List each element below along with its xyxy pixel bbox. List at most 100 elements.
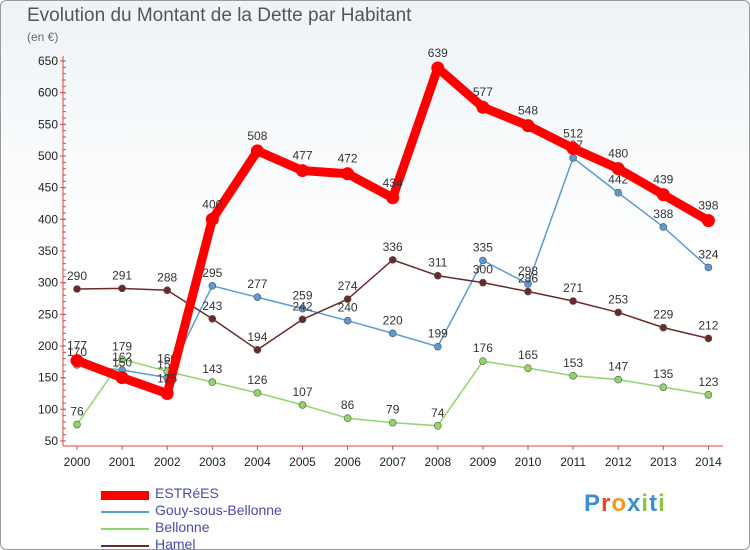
data-point [659,323,668,332]
x-tick-label: 2010 [515,455,542,469]
chart-unit-label: (en €) [27,30,59,44]
y-tick-label: 600 [38,86,58,100]
data-label: 177 [67,339,87,353]
data-point [253,345,262,354]
y-tick-label: 150 [38,371,58,385]
data-point [341,167,355,181]
x-tick-label: 2006 [334,455,361,469]
data-point [569,371,577,380]
data-label: 240 [338,301,358,315]
data-label: 439 [653,173,673,187]
data-point [296,164,309,178]
legend-label: Gouy-sous-Bellonne [155,502,282,518]
legend-label: Hamel [155,536,196,550]
x-tick-label: 2005 [289,455,316,469]
data-label: 194 [247,330,267,344]
data-label: 229 [653,308,673,322]
y-tick-label: 500 [38,149,58,163]
data-point [298,401,307,409]
data-point [569,154,577,162]
data-label: 298 [518,264,538,278]
data-point [115,371,129,385]
data-point [433,421,442,430]
series-line-estrées [72,63,713,398]
data-label: 76 [70,405,84,419]
y-tick-label: 450 [38,181,58,195]
data-point [343,414,352,423]
x-tick-label: 2014 [695,455,722,469]
data-point [205,212,219,226]
data-point [160,387,174,400]
x-tick-label: 2003 [199,455,226,469]
data-point [476,100,490,114]
data-label: 336 [383,240,403,254]
data-label: 508 [247,129,267,143]
data-point [431,61,445,75]
data-label: 86 [341,398,355,412]
data-point [118,355,126,364]
data-label: 243 [202,299,222,313]
data-point [614,188,623,197]
data-label: 388 [653,207,673,221]
data-label: 290 [67,269,87,283]
data-label: 253 [608,292,628,306]
legend-label: ESTRéES [155,485,219,501]
data-label: 335 [473,241,493,255]
data-point [433,342,442,351]
data-label: 150 [112,356,132,370]
y-tick-label: 50 [45,434,59,448]
data-label: 170 [67,345,87,359]
data-label: 79 [386,403,400,417]
data-point [70,354,84,368]
data-label: 472 [338,152,358,166]
data-label: 548 [518,104,538,118]
legend-swatch [101,528,149,530]
data-label: 242 [292,299,312,313]
proxiti-logo[interactable]: Proxiti [584,490,666,517]
data-label: 639 [428,46,448,60]
data-point [659,223,668,231]
data-point [521,119,535,133]
data-point [388,329,397,338]
data-point [704,390,713,399]
data-point [433,271,442,280]
y-tick-label: 650 [38,54,58,68]
data-point [208,314,217,323]
data-label: 512 [563,126,583,140]
data-label: 153 [563,356,583,370]
y-tick-label: 400 [38,212,58,226]
x-tick-label: 2009 [470,455,497,469]
y-tick-label: 100 [38,402,58,416]
y-tick-label: 550 [38,117,58,131]
data-point [479,357,487,366]
data-point [479,256,487,265]
y-tick-label: 250 [38,307,58,321]
data-point [524,280,532,288]
data-label: 274 [338,279,358,293]
x-tick-label: 2000 [64,455,91,469]
data-point [253,293,262,302]
data-label: 107 [292,385,312,399]
data-point [614,308,623,317]
x-tick-label: 2002 [154,455,181,469]
legend-swatch [101,511,149,513]
data-point [118,284,126,293]
y-tick-label: 300 [38,276,58,290]
data-label: 277 [247,277,267,291]
data-point [386,191,400,205]
data-label: 311 [428,256,447,270]
data-point [704,334,713,343]
data-point [208,282,217,290]
data-point [479,278,487,287]
data-label: 295 [202,266,222,280]
data-point [298,315,307,324]
data-label: 291 [112,268,132,282]
data-label: 143 [202,362,222,376]
data-label: 165 [518,348,538,362]
y-tick-label: 350 [38,244,58,258]
data-label: 271 [563,281,583,295]
data-point [163,286,171,295]
data-label: 324 [698,247,718,261]
data-point [524,287,532,296]
